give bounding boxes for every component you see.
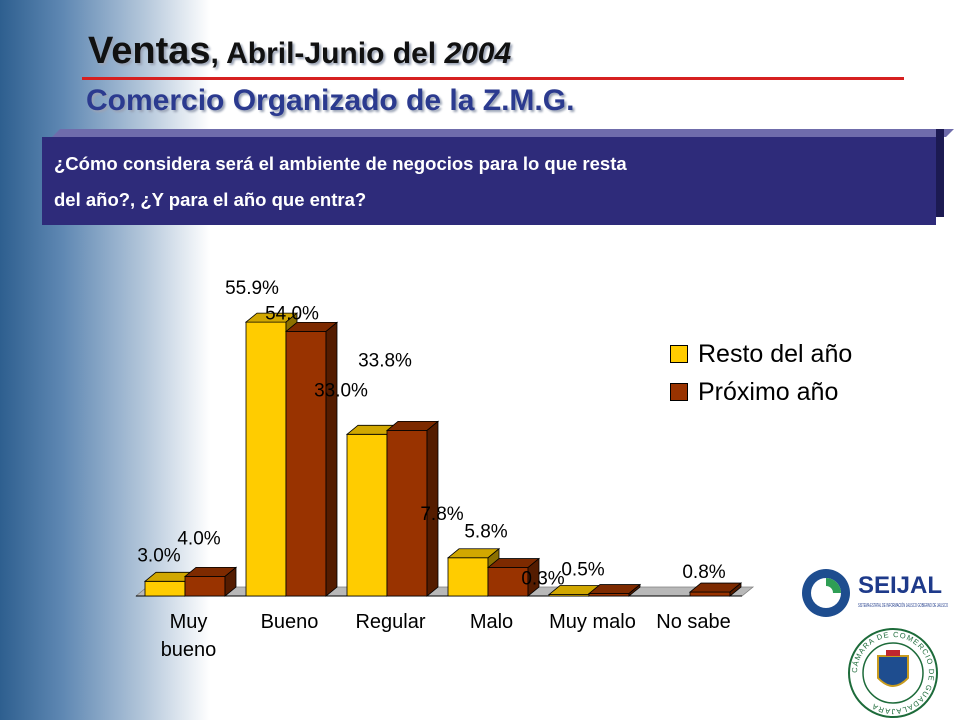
question-line-2: del año?, ¿Y para el año que entra? bbox=[54, 189, 367, 210]
page-title: Ventas, Abril-Junio del 2004 bbox=[88, 30, 511, 73]
bar-label-2-0: 33.0% bbox=[314, 380, 368, 401]
bar-label-0-1: 4.0% bbox=[177, 528, 220, 549]
category-label-0-0: Muy bbox=[170, 611, 208, 633]
category-label-5-0: No sabe bbox=[656, 611, 731, 633]
legend-swatch-proximo bbox=[670, 383, 688, 401]
seijal-logo: SEIJAL SISTEMA ESTATAL DE INFORMACIÓN JA… bbox=[802, 569, 948, 617]
camara-comercio-logo: CÁMARA DE COMERCIO DE GUADALAJARA bbox=[848, 628, 938, 718]
category-label-3-0: Malo bbox=[470, 611, 513, 633]
bar-label-4-0: 0.3% bbox=[521, 569, 564, 590]
bar-front-3-1 bbox=[487, 567, 529, 597]
question-line-1: ¿Cómo considera será el ambiente de nego… bbox=[54, 153, 627, 174]
question-box: ¿Cómo considera será el ambiente de nego… bbox=[42, 129, 954, 225]
bar-side-3-1 bbox=[527, 557, 540, 597]
seijal-emblem-accent bbox=[826, 578, 841, 593]
bar-label-4-1: 0.5% bbox=[561, 560, 604, 581]
page-subtitle: Comercio Organizado de la Z.M.G. bbox=[86, 84, 575, 117]
bar-label-3-0: 7.8% bbox=[420, 504, 463, 525]
bar-side-1-1 bbox=[325, 321, 338, 597]
bar-side-4-1 bbox=[628, 583, 641, 597]
title-period: , Abril-Junio del bbox=[210, 37, 445, 70]
title-divider bbox=[82, 77, 904, 80]
bar-front-5-1 bbox=[689, 591, 731, 597]
camara-shield-icon bbox=[877, 655, 909, 687]
bar-label-5-1: 0.8% bbox=[682, 562, 725, 583]
bar-side-5-1 bbox=[729, 582, 742, 597]
legend-item-resto: Resto del año bbox=[670, 335, 852, 373]
bar-front-1-0 bbox=[245, 321, 287, 597]
bar-front-2-0 bbox=[346, 433, 388, 597]
chart-legend: Resto del año Próximo año bbox=[670, 335, 852, 411]
question-box-bevel-top bbox=[52, 129, 954, 137]
seijal-tagline-box bbox=[858, 598, 948, 612]
legend-item-proximo: Próximo año bbox=[670, 373, 852, 411]
category-label-2-0: Regular bbox=[355, 611, 425, 633]
legend-swatch-resto bbox=[670, 345, 688, 363]
seijal-tagline: SISTEMA ESTATAL DE INFORMACIÓN JALISCO G… bbox=[858, 602, 948, 609]
bar-label-1-0: 55.9% bbox=[225, 278, 279, 299]
bar-label-2-1: 33.8% bbox=[358, 350, 412, 371]
legend-label-proximo: Próximo año bbox=[698, 377, 839, 406]
bar-label-1-1: 54.0% bbox=[265, 303, 319, 324]
title-year: 2004 bbox=[444, 37, 512, 70]
bar-chart: 3.0%4.0% Muy bueno 55.9% 54.0% Bueno 33.0% 33.8… bbox=[134, 278, 755, 661]
bar-front-0-0 bbox=[144, 580, 186, 597]
title-main: Ventas bbox=[88, 30, 211, 72]
category-label-4-0: Muy malo bbox=[549, 611, 636, 633]
bar-front-1-1 bbox=[285, 331, 327, 597]
bar-side-2-1 bbox=[426, 420, 439, 597]
category-label-1-0: Bueno bbox=[261, 611, 319, 633]
category-label-0-1: bueno bbox=[161, 639, 217, 661]
bar-side-0-1 bbox=[224, 566, 237, 597]
bar-label-3-1: 5.8% bbox=[464, 522, 507, 543]
camara-flag-icon bbox=[886, 650, 900, 656]
camara-ring-inner bbox=[862, 642, 924, 704]
bar-front-3-0 bbox=[447, 557, 489, 597]
side-gradient-band bbox=[0, 0, 210, 720]
legend-label-resto: Resto del año bbox=[698, 339, 853, 368]
question-box-bevel-side bbox=[936, 129, 944, 217]
seijal-wordmark: SEIJAL bbox=[858, 572, 942, 599]
bar-label-0-0: 3.0% bbox=[137, 545, 180, 566]
bar-front-0-1 bbox=[184, 575, 226, 597]
